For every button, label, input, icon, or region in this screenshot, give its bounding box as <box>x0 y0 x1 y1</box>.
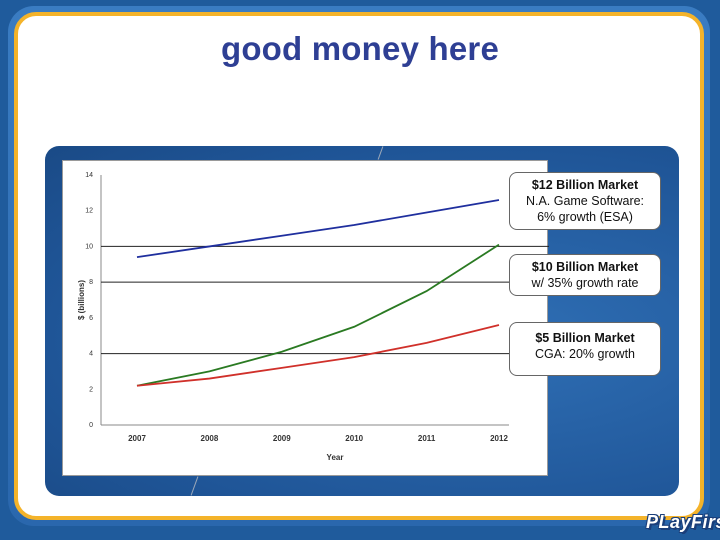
callout-12-line-2: 6% growth (ESA) <box>537 210 633 224</box>
x-axis-label: Year <box>327 453 344 462</box>
x-tick-label-2010: 2010 <box>345 434 363 443</box>
x-tick-label-2011: 2011 <box>418 434 436 443</box>
callout-5-line-1: CGA: 20% growth <box>534 347 636 361</box>
x-tick-label-2012: 2012 <box>490 434 508 443</box>
callout-12-title: $12 Billion Market <box>531 178 639 192</box>
y-tick-label-0: 0 <box>89 422 93 429</box>
series-line-green <box>136 243 500 387</box>
x-tick-label-2007: 2007 <box>128 434 146 443</box>
y-tick-label-10: 10 <box>85 243 93 250</box>
callout-10-title: $10 Billion Market <box>531 260 639 274</box>
y-tick-label-4: 4 <box>89 351 93 358</box>
series-line-blue <box>136 199 500 259</box>
y-axis-label: $ (billions) <box>77 280 86 320</box>
callout-10-billion: $10 Billion Market w/ 35% growth rate <box>509 254 661 296</box>
y-tick-label-8: 8 <box>89 279 93 286</box>
x-tick-label-2008: 2008 <box>201 434 219 443</box>
x-tick-label-2009: 2009 <box>273 434 291 443</box>
playfirst-logo: PLayFirst <box>646 512 720 532</box>
slide-title: good money here <box>220 30 500 67</box>
y-tick-label-12: 12 <box>85 208 93 215</box>
series-line-red <box>136 324 500 387</box>
callout-12-line-1: N.A. Game Software: <box>525 194 645 208</box>
y-tick-label-2: 2 <box>89 386 93 393</box>
chart-svg: 0 2 4 6 8 10 12 14 2007 2008 2009 2010 2011 2012 Year $… <box>77 172 549 462</box>
callout-10-line-1: w/ 35% growth rate <box>531 276 639 290</box>
callout-5-title: $5 Billion Market <box>535 331 635 345</box>
callout-5-billion: $5 Billion Market CGA: 20% growth <box>509 322 661 376</box>
callout-12-billion: $12 Billion Market N.A. Game Software: 6… <box>509 172 661 230</box>
y-tick-label-14: 14 <box>85 172 93 179</box>
line-chart: 0 2 4 6 8 10 12 14 2007 2008 2009 2010 2011 2012 Year $… <box>62 160 549 476</box>
y-tick-label-6: 6 <box>89 315 93 322</box>
